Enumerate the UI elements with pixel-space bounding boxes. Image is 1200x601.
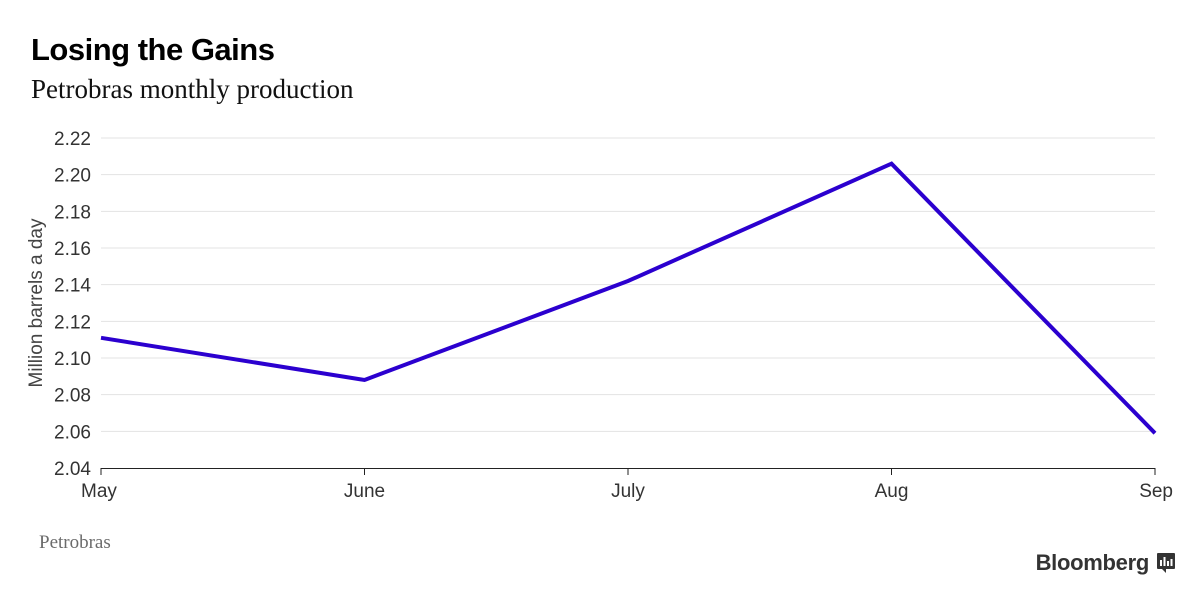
series-lines: [100, 161, 1157, 435]
source-note: Petrobras: [39, 532, 111, 553]
chart-title: Losing the Gains: [31, 32, 275, 67]
x-tick-label: Sep: [1139, 481, 1173, 502]
brand-name: Bloomberg: [1035, 550, 1150, 575]
y-tick-label: 2.14: [54, 276, 91, 297]
y-tick-label: 2.10: [54, 349, 91, 370]
chart-subtitle: Petrobras monthly production: [31, 74, 354, 104]
x-tick-label: July: [611, 481, 645, 502]
y-tick-label: 2.12: [54, 312, 91, 333]
brand-logo: Bloomberg: [1036, 550, 1175, 576]
y-tick-label: 2.04: [54, 459, 91, 480]
y-tick-label: 2.16: [54, 239, 91, 260]
x-tick-label: Aug: [875, 481, 909, 502]
y-axis-title: Million barrels a day: [26, 218, 47, 387]
y-tick-label: 2.08: [54, 386, 91, 407]
x-tick-label: June: [344, 481, 385, 502]
y-tick-label: 2.22: [54, 129, 91, 150]
y-axis-ticks: 2.04 2.06 2.08 2.10 2.12 2.14 2.16 2.18 2.20 2.22: [54, 129, 91, 480]
y-tick-label: 2.18: [54, 202, 91, 223]
y-tick-label: 2.20: [54, 166, 91, 187]
y-tick-label: 2.06: [54, 422, 91, 443]
bloomberg-chart-icon: [1157, 553, 1175, 573]
gridlines: [101, 137, 1155, 432]
x-tick-label: May: [81, 481, 117, 502]
series-line: [100, 161, 1157, 435]
x-axis-ticks: May June July Aug Sep: [81, 468, 1173, 502]
